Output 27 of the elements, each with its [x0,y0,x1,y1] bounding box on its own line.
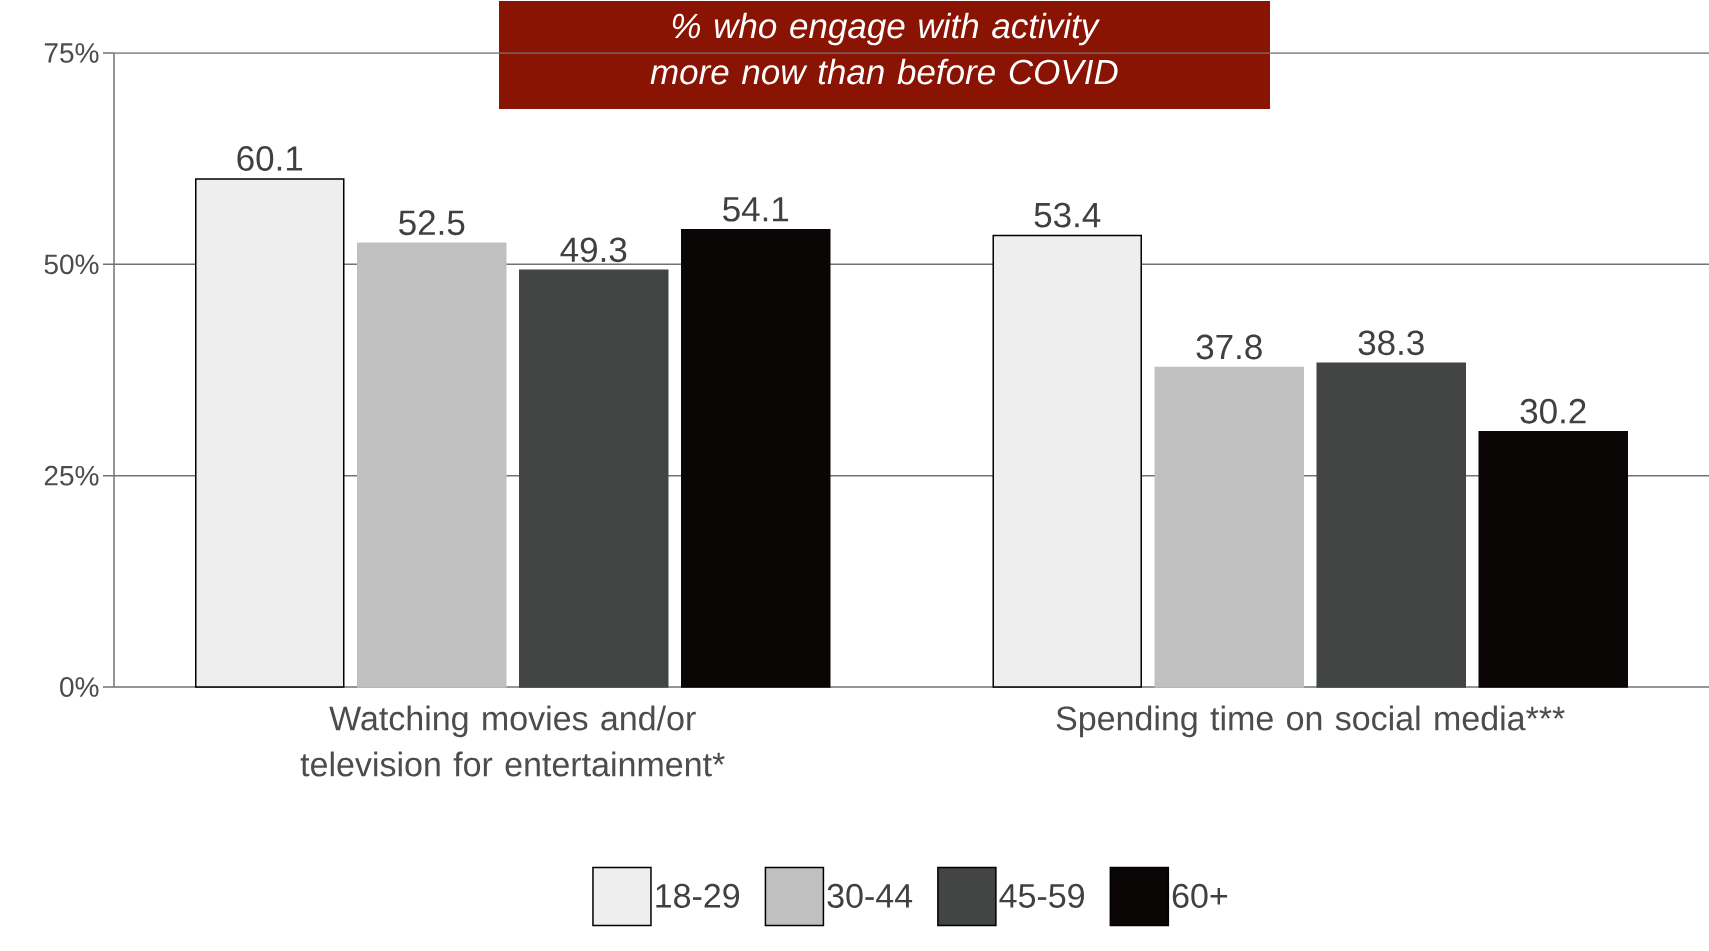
x-tick-label: Watching movies and/or television for entertainment* [300,705,725,777]
bar [1316,362,1466,688]
bar [992,234,1142,688]
data-label: 38.3 [1358,330,1424,356]
y-tick-label: 25% [44,465,99,486]
data-label: 54.1 [723,197,789,222]
y-tick-label: 75% [44,43,99,63]
y-tick-label: 0% [60,677,99,697]
bar [194,178,345,688]
chart-title: % who engage with activity more now than before COVID [650,12,1118,85]
legend-label: 60+ [1172,883,1228,908]
bar [519,269,669,688]
data-label: 37.8 [1196,334,1262,360]
y-tick-label: 50% [44,254,99,275]
data-label: 52.5 [399,210,465,236]
data-label: 60.1 [237,146,303,171]
legend-label: 30-44 [827,883,913,908]
bar [1154,366,1304,688]
bar [356,242,507,688]
data-label: 30.2 [1520,398,1586,424]
bar [1478,430,1628,688]
data-label: 49.3 [560,237,627,263]
bar [681,228,831,688]
legend-label: 18-29 [656,883,740,908]
x-tick-label: Spending time on social media*** [1056,705,1565,738]
data-label: 53.4 [1034,202,1101,228]
legend-label: 45-59 [999,883,1084,908]
